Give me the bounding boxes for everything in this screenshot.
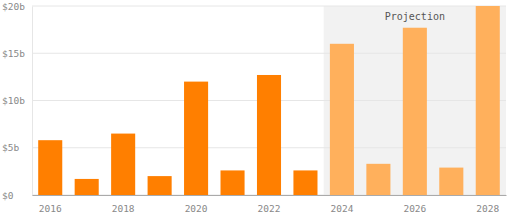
grid-line — [32, 6, 506, 7]
x-tick-label: 2024 — [330, 203, 353, 214]
x-axis: 2016 2018 2020 2022 2024 2026 2028 — [33, 195, 507, 214]
y-tick: $0 — [2, 190, 32, 201]
bar — [403, 28, 427, 195]
y-tick-label: $5b — [2, 142, 19, 153]
bar — [293, 170, 317, 195]
y-tick: $15b — [2, 48, 32, 59]
y-tick-label: $15b — [2, 48, 25, 59]
y-tick: $10b — [2, 95, 32, 106]
x-tick-label: 2016 — [39, 203, 62, 214]
bar — [148, 176, 172, 195]
bar — [184, 82, 208, 195]
bar — [366, 164, 390, 195]
x-tick: 2016 — [39, 195, 62, 214]
x-tick: 2022 — [258, 195, 281, 214]
y-tick-label: $20b — [2, 1, 25, 12]
x-tick: 2020 — [185, 195, 208, 214]
x-tick-label: 2026 — [403, 203, 426, 214]
x-tick-label: 2028 — [476, 203, 499, 214]
y-axis-line — [32, 7, 33, 196]
y-tick-label: $0 — [2, 190, 14, 201]
grid — [32, 6, 506, 195]
x-tick: 2028 — [476, 195, 499, 214]
grid-line — [32, 53, 506, 54]
y-tick-label: $10b — [2, 95, 25, 106]
bars — [38, 6, 500, 195]
x-tick-label: 2022 — [258, 203, 281, 214]
bar — [439, 168, 463, 195]
x-tick: 2026 — [403, 195, 426, 214]
bar — [38, 140, 62, 195]
x-tick: 2024 — [330, 195, 353, 214]
y-tick: $5b — [2, 142, 32, 153]
bar — [75, 179, 99, 195]
bar — [221, 170, 245, 195]
bar — [330, 44, 354, 195]
x-axis-line — [33, 195, 507, 196]
bar — [476, 6, 500, 195]
x-tick-label: 2020 — [185, 203, 208, 214]
bar — [111, 134, 135, 195]
chart: Projection$0$5b$10b$15b$20b2016201820202… — [0, 0, 512, 221]
bar — [257, 75, 281, 195]
projection-region — [324, 6, 506, 195]
plot: Projection$0$5b$10b$15b$20b2016201820202… — [2, 1, 507, 214]
annotation: Projection — [385, 11, 445, 22]
y-tick: $20b — [2, 1, 32, 12]
y-axis: $0 $5b $10b $15b $20b — [2, 1, 33, 201]
x-tick-label: 2018 — [112, 203, 135, 214]
x-tick: 2018 — [112, 195, 135, 214]
